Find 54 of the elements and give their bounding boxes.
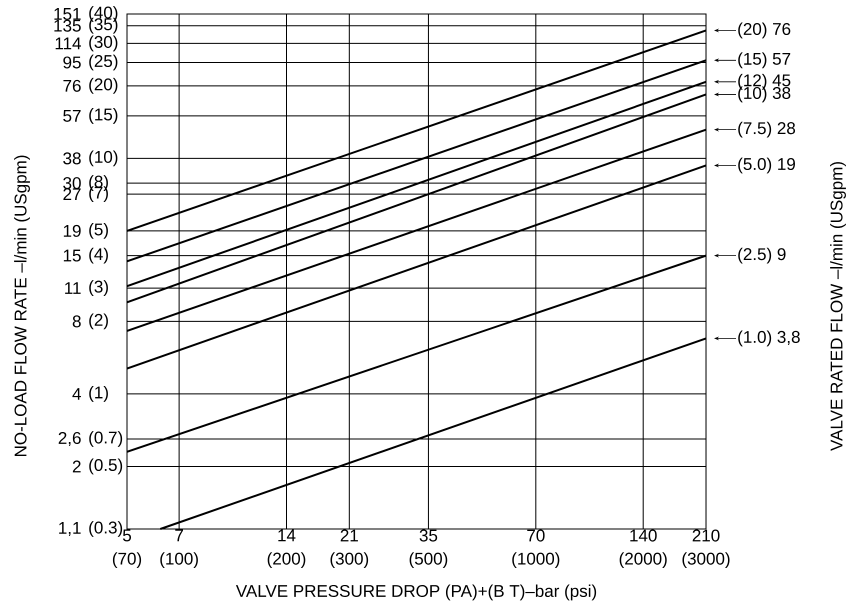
text: (1000) <box>512 552 560 568</box>
text: (4) <box>89 248 108 264</box>
y-tick-label: 114 <box>56 38 81 50</box>
y-tick-label: 135 <box>54 20 81 32</box>
text: (200) <box>268 552 306 568</box>
y-tick-label: 2,6 <box>58 432 81 446</box>
legend-label: (15) 57 <box>738 52 790 68</box>
y-tick-label: 1,1 <box>59 522 81 536</box>
x-axis-title: VALVE PRESSURE DROP (PA)+(B T)–bar (psi) <box>236 584 596 600</box>
x-tick-label: 7 <box>175 530 183 542</box>
text: (2000) <box>620 552 667 568</box>
text: (70) <box>112 552 142 568</box>
y-tick-label: 15 <box>64 250 81 262</box>
text: (25) <box>89 54 118 70</box>
text: (0.3) <box>89 521 122 537</box>
text: (30) <box>89 35 118 52</box>
x-tick-label: 21 <box>340 530 358 542</box>
text: (500) <box>410 552 448 568</box>
x-tick-label: 14 <box>278 530 296 542</box>
y-tick-label: 151 <box>54 8 81 20</box>
y-tick-label: 11 <box>65 282 81 294</box>
y-tick-label: 8 <box>72 315 81 328</box>
y-tick-label: 2 <box>72 460 81 472</box>
text: (300) <box>330 552 368 568</box>
text: (0.7) <box>89 431 122 447</box>
legend-label: (20) 76 <box>738 22 790 38</box>
text: (3) <box>89 280 108 296</box>
y-tick-label: 38 <box>63 152 81 164</box>
y-tick-label: 19 <box>64 224 81 237</box>
y-tick-label: 95 <box>63 56 81 68</box>
y-tick-label: 30 <box>63 177 81 190</box>
y-tick-label: 4 <box>72 388 81 400</box>
legend-label: (5.0) 19 <box>738 158 795 174</box>
x-tick-label: 210 <box>692 530 720 542</box>
y-tick-label: 57 <box>63 110 81 122</box>
legend-title: VALVE RATED FLOW –l/min (USgpm) <box>830 162 846 451</box>
text: (0.5) <box>89 458 122 474</box>
x-tick-label: 5 <box>122 530 132 542</box>
text: (15) <box>89 108 118 124</box>
x-tick-label: 70 <box>527 530 545 542</box>
text: (20) <box>89 78 118 94</box>
legend-label: (1.0) 3,8 <box>738 330 800 346</box>
legend-label: (2.5) 9 <box>738 248 786 264</box>
text: (100) <box>160 552 198 568</box>
text: (2) <box>89 313 108 330</box>
text: (5) <box>89 222 108 239</box>
text: (3000) <box>682 552 730 568</box>
y-axis-title: NO-LOAD FLOW RATE –l/min (USgpm) <box>14 156 30 456</box>
x-tick-label: 35 <box>420 530 438 542</box>
text: (1) <box>89 386 108 402</box>
legend-label: (7.5) 28 <box>738 122 796 138</box>
y-tick-label: 76 <box>63 80 81 92</box>
text: (10) <box>89 150 118 166</box>
x-tick-label: 140 <box>630 530 657 542</box>
